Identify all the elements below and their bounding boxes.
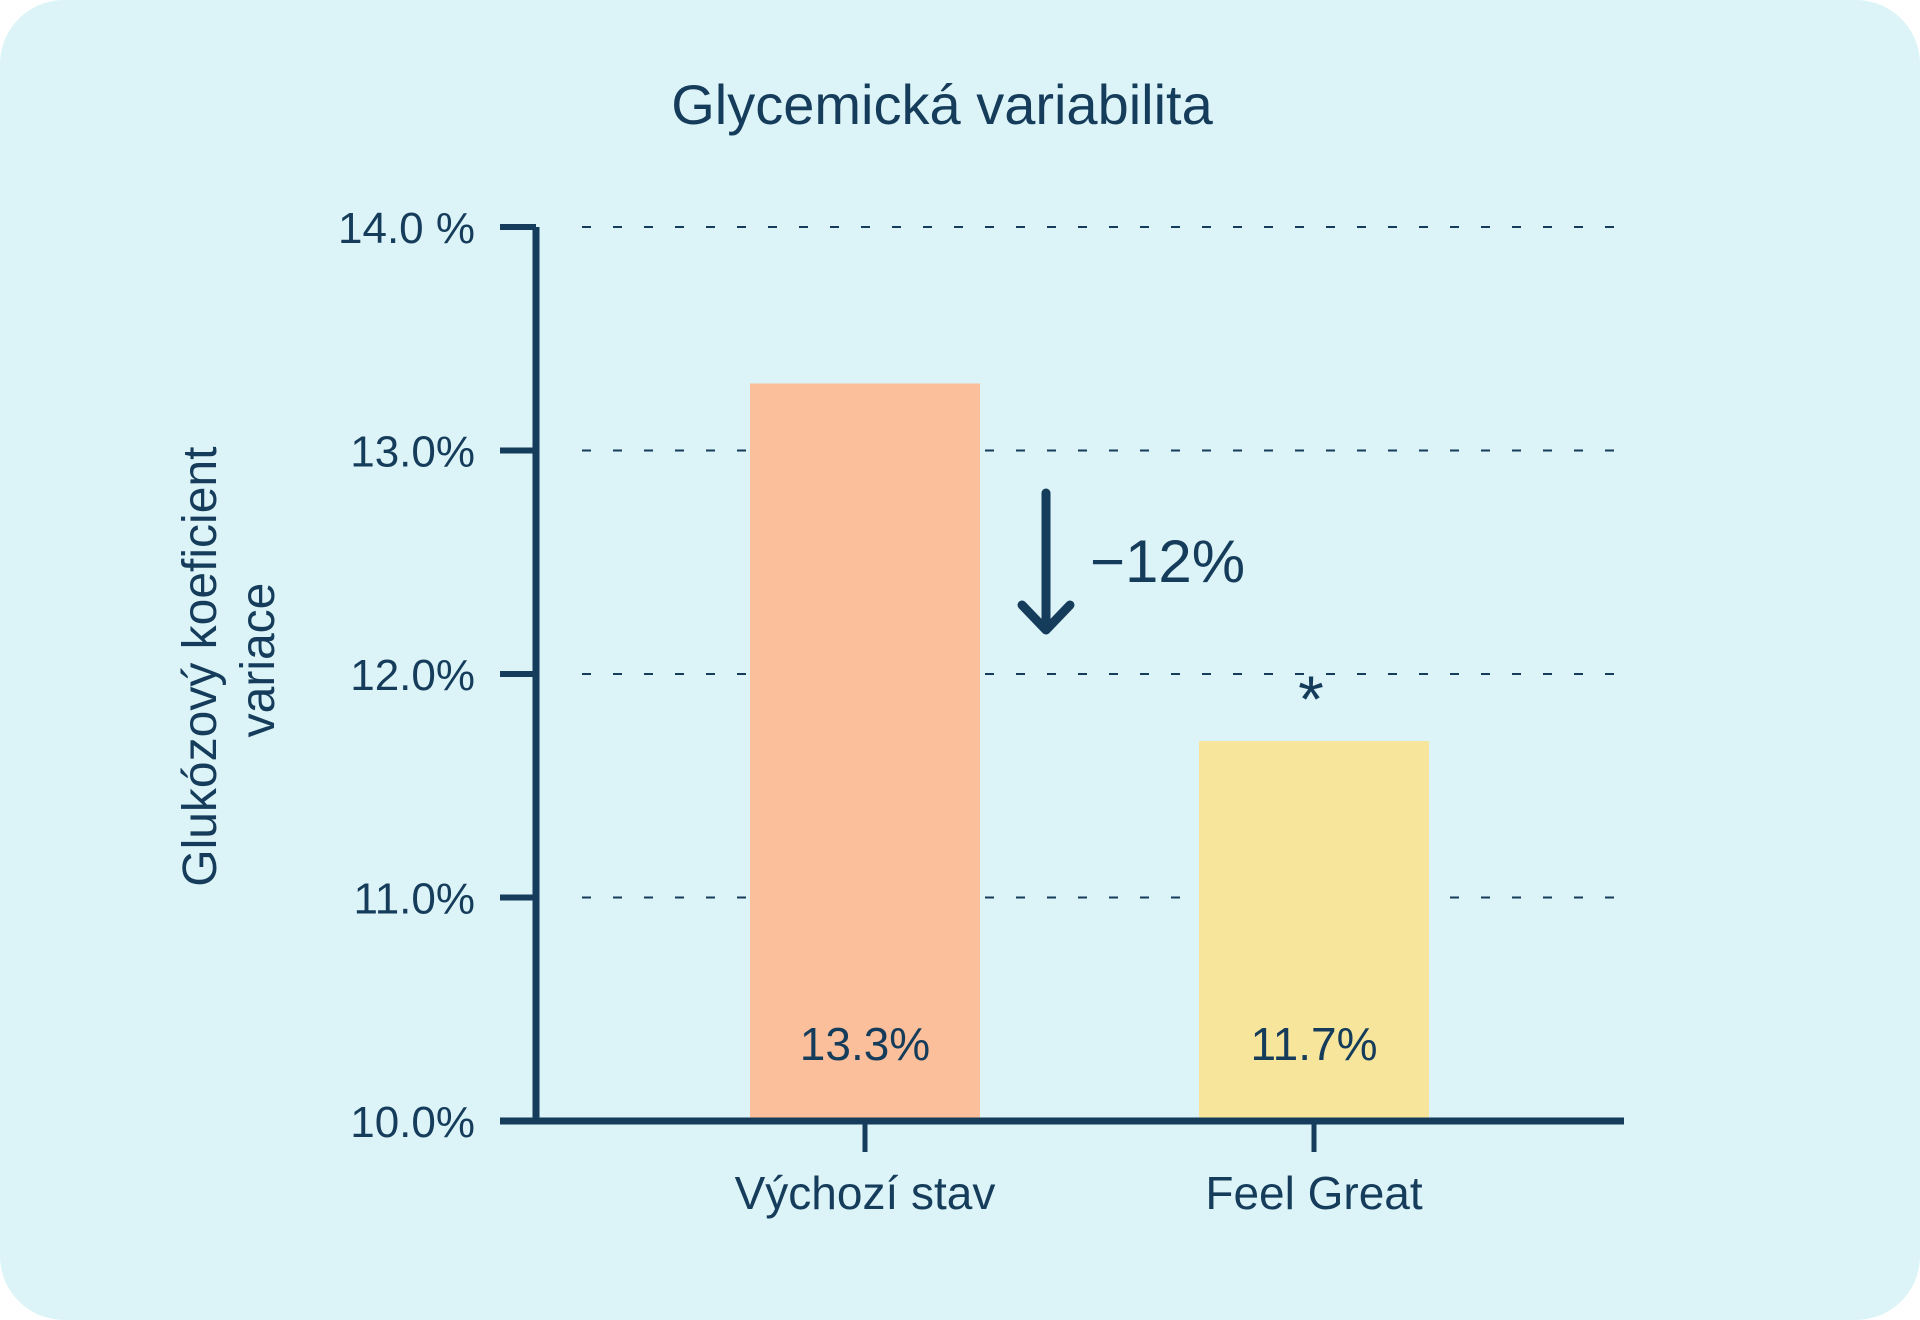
x-ticks: Výchozí stav Feel Great: [735, 1121, 1423, 1219]
arrow-down-icon: [1017, 488, 1075, 635]
y-tick-label: 14.0 %: [338, 204, 475, 253]
y-tick-label: 13.0%: [350, 428, 475, 477]
y-tick-label: 11.0%: [354, 875, 476, 924]
significance-marker: *: [1298, 662, 1324, 736]
x-tick-label: Výchozí stav: [735, 1167, 996, 1219]
value-labels: 13.3% 11.7%: [800, 1018, 1378, 1070]
y-axis-label: Glukózový koeficient variace: [174, 433, 285, 887]
y-tick-label: 10.0%: [350, 1098, 475, 1147]
y-ticks: 10.0% 11.0% 12.0% 13.0% 14.0 %: [338, 204, 536, 1147]
bar: [750, 383, 980, 1121]
chart-title: Glycemická variabilita: [671, 73, 1213, 136]
change-label: −12%: [1090, 528, 1245, 595]
y-axis-label-line-1: Glukózový koeficient: [174, 447, 227, 887]
y-tick-label: 12.0%: [350, 651, 475, 700]
y-axis-label-line-2: variace: [232, 583, 285, 738]
change-annotation: −12% *: [1017, 488, 1324, 736]
grid-lines: [582, 226, 1624, 899]
bar-value-label: 11.7%: [1250, 1018, 1377, 1070]
bar-value-label: 13.3%: [800, 1018, 930, 1070]
x-tick-label: Feel Great: [1205, 1167, 1423, 1219]
bars: [750, 383, 1429, 1121]
bar: [1199, 741, 1429, 1121]
